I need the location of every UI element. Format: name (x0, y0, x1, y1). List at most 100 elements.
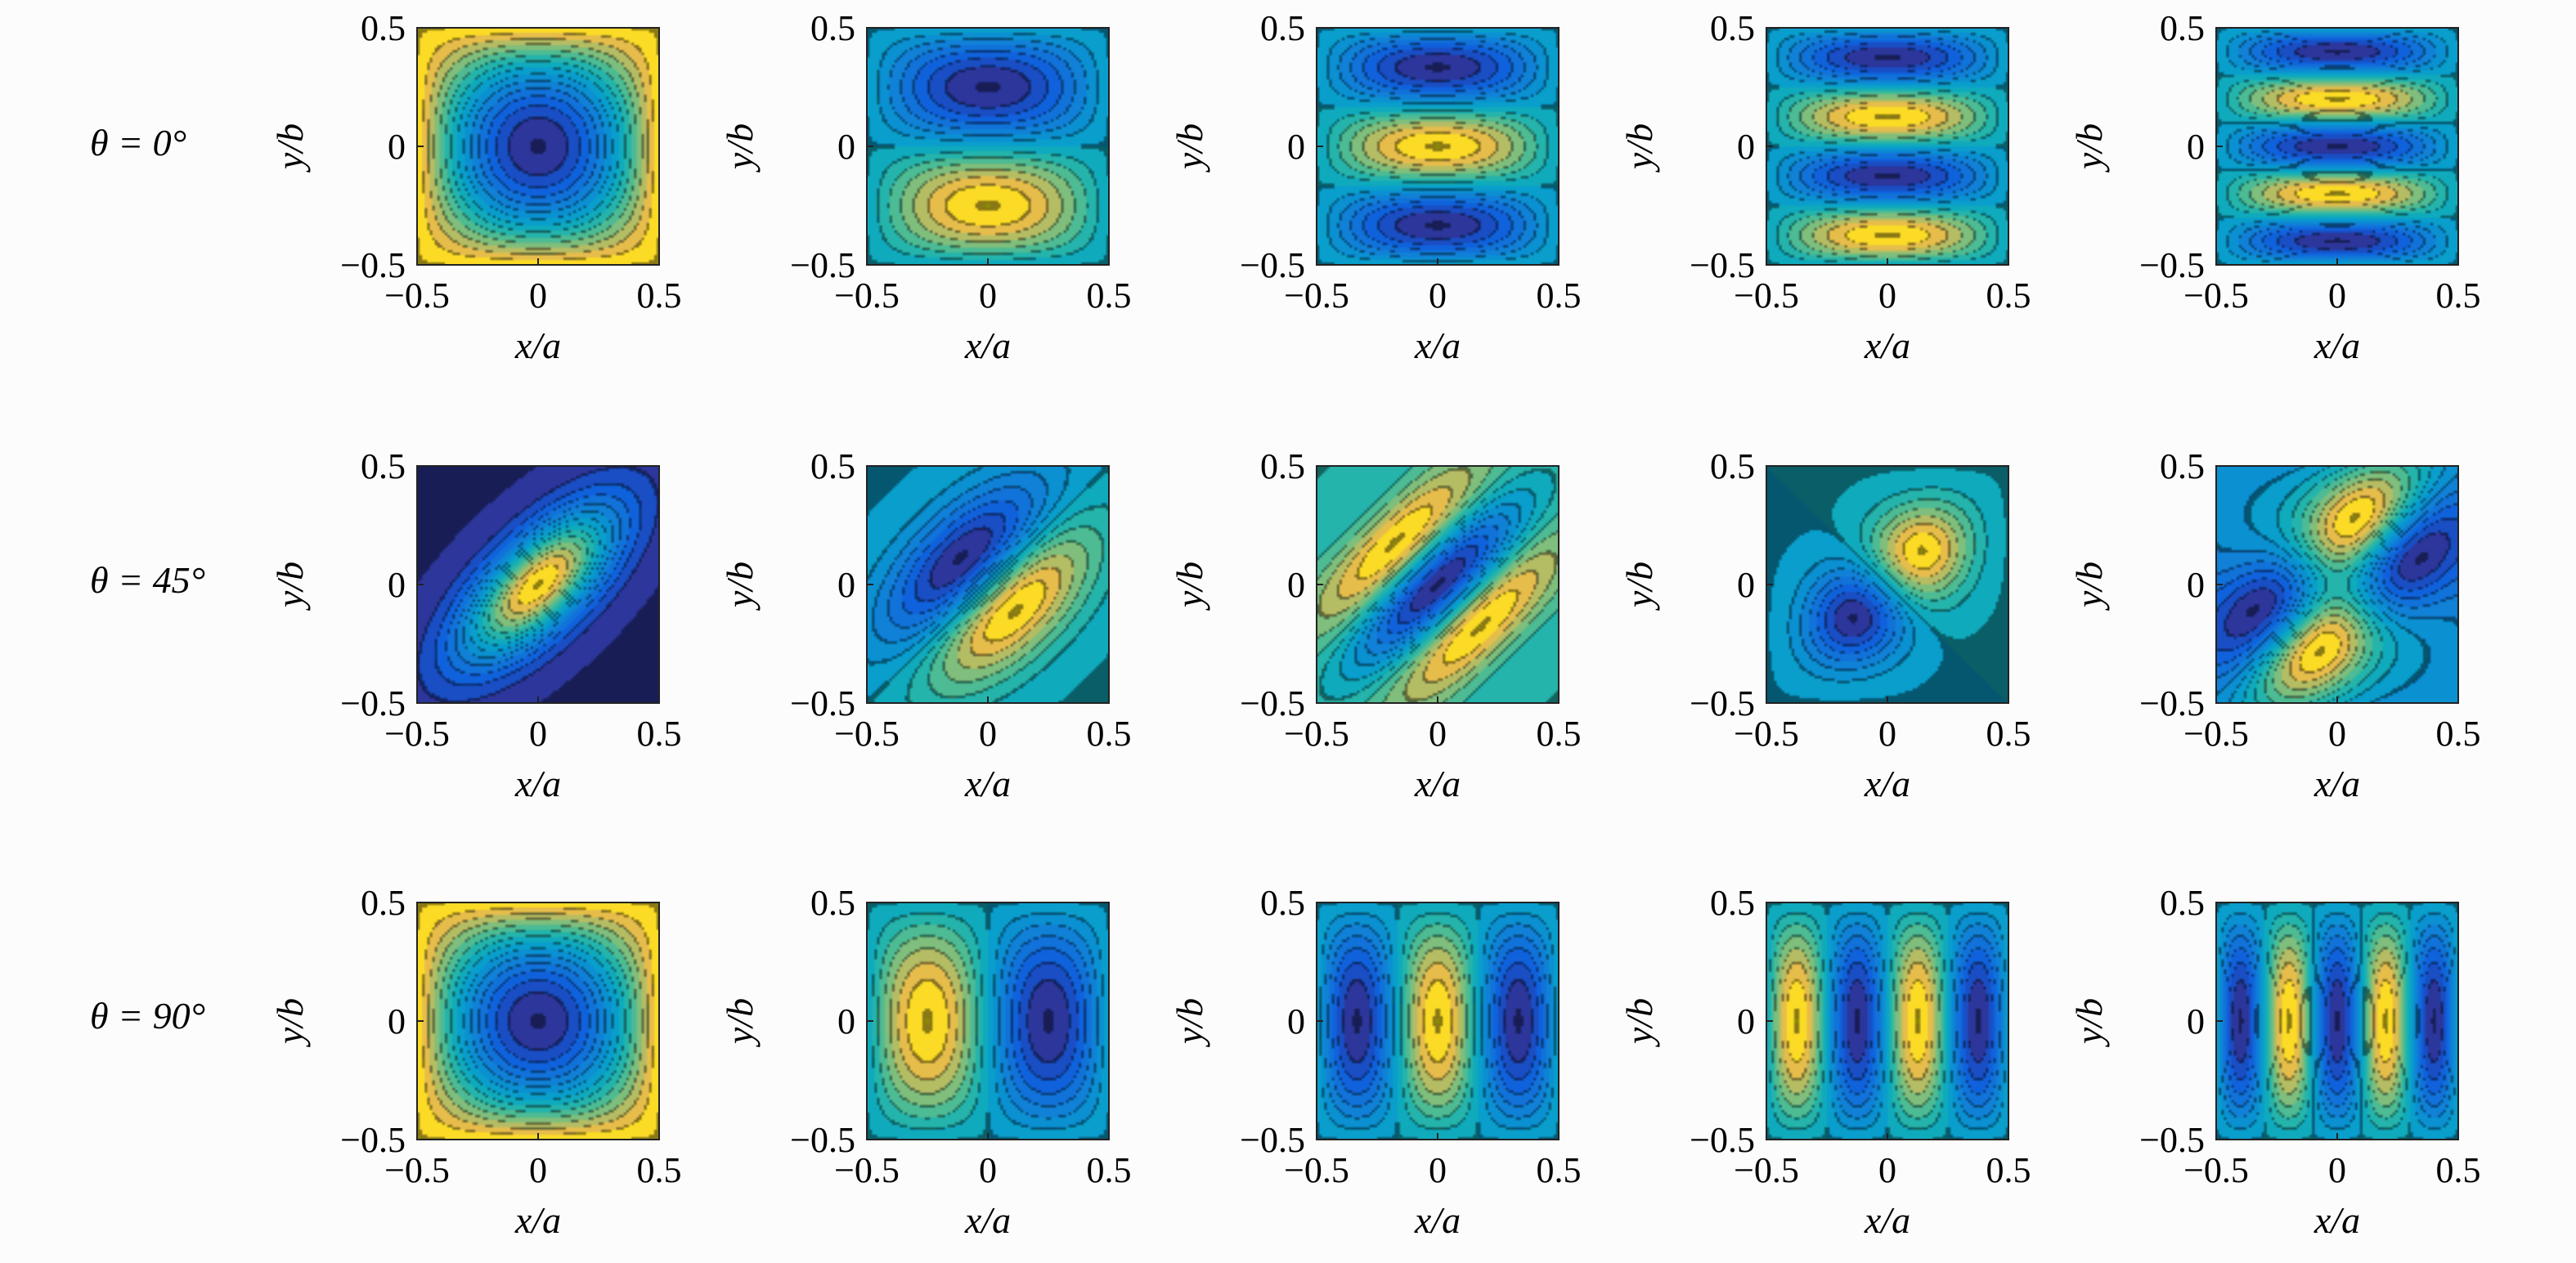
x-tick-label: −0.5 (2183, 275, 2249, 316)
y-axis-label: y/b (1618, 998, 1660, 1047)
y-axis-label: y/b (2068, 123, 2110, 172)
panel-r1-c0: −0.5 0 0.5 0.5 0 −0.5 x/a y/b (269, 446, 682, 804)
y-tick-label: 0 (388, 1001, 406, 1041)
y-tick-label: −0.5 (790, 245, 855, 285)
x-axis-label: x/a (964, 1199, 1011, 1241)
x-tick-label: 0 (1429, 1150, 1447, 1190)
contour-field (417, 902, 659, 1140)
y-tick-label: 0 (388, 565, 406, 605)
contour-field (1317, 466, 1559, 703)
y-axis-label: y/b (719, 562, 761, 611)
panel-r2-c2: −0.5 0 0.5 0.5 0 −0.5 x/a y/b (1169, 883, 1582, 1241)
panel-r1-c1: −0.5 0 0.5 0.5 0 −0.5 x/a y/b (719, 446, 1132, 804)
panel-r2-c3: −0.5 0 0.5 0.5 0 −0.5 x/a y/b (1618, 883, 2031, 1241)
x-tick-label: 0.5 (2436, 1150, 2481, 1190)
x-tick-label: −0.5 (1734, 275, 1799, 316)
y-axis-label: y/b (1169, 562, 1210, 611)
panel-r0-c4: −0.5 0 0.5 0.5 0 −0.5 x/a y/b (2068, 8, 2481, 366)
x-tick-label: 0.5 (1986, 275, 2031, 316)
x-tick-label: 0.5 (1537, 275, 1582, 316)
x-tick-label: −0.5 (1734, 1150, 1799, 1190)
x-tick-label: −0.5 (834, 275, 900, 316)
y-tick-label: −0.5 (1690, 245, 1755, 285)
y-tick-label: 0 (1287, 1001, 1305, 1041)
x-tick-label: 0 (529, 1150, 547, 1190)
panel-r2-c0: −0.5 0 0.5 0.5 0 −0.5 x/a y/b (269, 883, 682, 1241)
x-axis-label: x/a (1864, 325, 1910, 366)
contour-field (1317, 28, 1559, 265)
y-tick-label: 0.5 (2160, 446, 2205, 486)
x-tick-label: −0.5 (384, 714, 450, 754)
y-tick-label: 0.5 (361, 883, 406, 923)
y-tick-label: −0.5 (340, 1120, 406, 1160)
x-tick-label: 0 (529, 275, 547, 316)
y-tick-label: −0.5 (340, 245, 406, 285)
y-tick-label: −0.5 (2139, 683, 2205, 723)
panel-r1-c2: −0.5 0 0.5 0.5 0 −0.5 x/a y/b (1169, 446, 1582, 804)
x-tick-label: 0 (1878, 714, 1896, 754)
x-tick-label: 0.5 (637, 1150, 682, 1190)
y-axis-label: y/b (1618, 123, 1660, 172)
x-tick-label: 0.5 (1087, 275, 1132, 316)
y-axis-label: y/b (1169, 998, 1210, 1047)
x-tick-label: −0.5 (384, 275, 450, 316)
y-tick-label: 0.5 (361, 8, 406, 48)
x-axis-label: x/a (1414, 325, 1461, 366)
x-tick-label: −0.5 (1284, 275, 1349, 316)
y-tick-label: 0 (1287, 127, 1305, 167)
y-tick-label: 0 (837, 1001, 855, 1041)
x-tick-label: 0.5 (1537, 1150, 1582, 1190)
y-tick-label: −0.5 (1240, 683, 1305, 723)
x-tick-label: 0.5 (1986, 1150, 2031, 1190)
panel-r1-c4: −0.5 0 0.5 0.5 0 −0.5 x/a y/b (2068, 446, 2481, 804)
x-tick-label: 0.5 (637, 275, 682, 316)
y-tick-label: 0 (1737, 565, 1755, 605)
x-tick-label: 0 (2328, 1150, 2346, 1190)
y-axis-label: y/b (1618, 562, 1660, 611)
y-axis-label: y/b (719, 998, 761, 1047)
y-axis-label: y/b (1169, 123, 1210, 172)
row-label-theta-45: θ = 45° (90, 559, 205, 601)
y-tick-label: −0.5 (1690, 683, 1755, 723)
panel-grid: −0.5 0 0.5 0.5 0 −0.5 x/a y/b −0.5 0 0.5 0.5 0 −0.5 x/… (269, 8, 2481, 1241)
y-tick-label: 0.5 (1260, 446, 1305, 486)
y-tick-label: 0.5 (810, 8, 855, 48)
y-tick-label: 0.5 (1710, 883, 1755, 923)
x-axis-label: x/a (514, 1199, 561, 1241)
y-tick-label: 0 (1287, 565, 1305, 605)
x-tick-label: 0.5 (2436, 275, 2481, 316)
y-tick-label: 0.5 (1260, 8, 1305, 48)
x-tick-label: −0.5 (2183, 1150, 2249, 1190)
y-tick-label: 0.5 (2160, 883, 2205, 923)
x-tick-label: −0.5 (834, 1150, 900, 1190)
x-tick-label: 0.5 (1087, 714, 1132, 754)
y-tick-label: −0.5 (790, 1120, 855, 1160)
y-axis-label: y/b (2068, 562, 2110, 611)
contour-field (1766, 28, 2008, 265)
y-axis-label: y/b (269, 998, 311, 1047)
y-tick-label: 0 (1737, 1001, 1755, 1041)
panel-r0-c1: −0.5 0 0.5 0.5 0 −0.5 x/a y/b (719, 8, 1132, 366)
panel-r0-c0: −0.5 0 0.5 0.5 0 −0.5 x/a y/b (269, 8, 682, 366)
contour-field (1766, 902, 2008, 1140)
x-tick-label: 0 (1878, 275, 1896, 316)
y-tick-label: 0 (388, 127, 406, 167)
x-tick-label: 0 (2328, 714, 2346, 754)
y-tick-label: 0.5 (361, 446, 406, 486)
x-tick-label: −0.5 (384, 1150, 450, 1190)
x-axis-label: x/a (2313, 325, 2360, 366)
contour-field (867, 902, 1109, 1140)
x-tick-label: −0.5 (1284, 1150, 1349, 1190)
y-tick-label: 0.5 (1710, 446, 1755, 486)
panel-r0-c2: −0.5 0 0.5 0.5 0 −0.5 x/a y/b (1169, 8, 1582, 366)
y-tick-label: −0.5 (790, 683, 855, 723)
y-tick-label: 0.5 (810, 883, 855, 923)
x-axis-label: x/a (2313, 1199, 2360, 1241)
contour-field (417, 28, 659, 265)
x-axis-label: x/a (514, 325, 561, 366)
x-tick-label: 0.5 (637, 714, 682, 754)
y-tick-label: 0 (2187, 1001, 2205, 1041)
y-tick-label: 0.5 (2160, 8, 2205, 48)
y-tick-label: −0.5 (2139, 245, 2205, 285)
x-tick-label: −0.5 (1734, 714, 1799, 754)
